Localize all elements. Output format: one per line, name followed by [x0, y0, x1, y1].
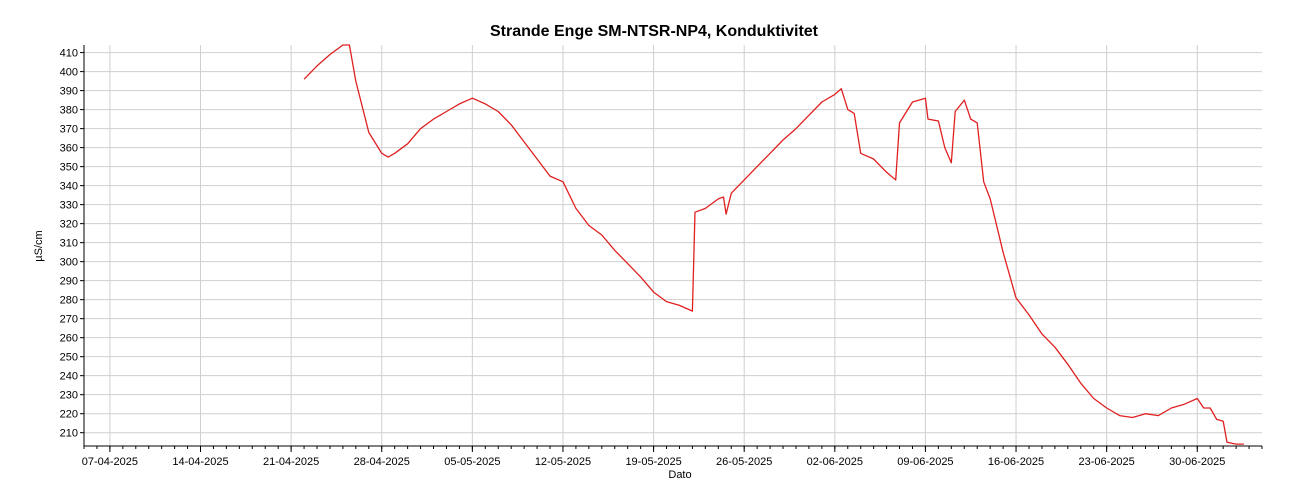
- y-tick-label: 410: [60, 48, 78, 60]
- y-tick-label: 370: [60, 124, 78, 136]
- x-tick-label: 26-05-2025: [716, 456, 772, 468]
- y-tick-label: 330: [60, 200, 78, 212]
- chart-title: Strande Enge SM-NTSR-NP4, Konduktivitet: [490, 23, 819, 40]
- y-tick-label: 350: [60, 162, 78, 174]
- y-tick-label: 320: [60, 219, 78, 231]
- x-tick-label: 28-04-2025: [354, 456, 410, 468]
- y-tick-label: 220: [60, 409, 78, 421]
- x-tick-label: 07-04-2025: [82, 456, 138, 468]
- y-tick-label: 310: [60, 238, 78, 250]
- y-tick-label: 230: [60, 390, 78, 402]
- y-tick-label: 390: [60, 86, 78, 98]
- x-tick-labels: 07-04-2025 14-04-2025 21-04-2025 28-04-2025…: [82, 456, 1226, 468]
- x-tick-label: 05-05-2025: [444, 456, 500, 468]
- y-tick-label: 240: [60, 371, 78, 383]
- x-tick-label: 30-06-2025: [1169, 456, 1225, 468]
- x-tick-label: 14-04-2025: [172, 456, 228, 468]
- x-tick-label: 12-05-2025: [535, 456, 591, 468]
- y-tick-labels: 210 220 230 240 250 260 270 280 290 300 310 320 330 3…: [60, 48, 78, 440]
- series-layer: [303, 44, 1244, 445]
- y-tick-label: 400: [60, 67, 78, 79]
- y-tick-label: 280: [60, 295, 78, 307]
- y-tick-label: 360: [60, 143, 78, 155]
- conductivity-series-line: [303, 44, 1244, 445]
- y-tick-label: 260: [60, 333, 78, 345]
- x-tick-label: 23-06-2025: [1079, 456, 1135, 468]
- x-tick-label: 21-04-2025: [263, 456, 319, 468]
- x-tick-label: 09-06-2025: [897, 456, 953, 468]
- x-tick-label: 02-06-2025: [807, 456, 863, 468]
- y-axis-label: µS/cm: [33, 230, 45, 261]
- y-tick-label: 290: [60, 276, 78, 288]
- y-tick-label: 210: [60, 428, 78, 440]
- y-tick-label: 340: [60, 181, 78, 193]
- y-tick-label: 300: [60, 257, 78, 269]
- x-tick-label: 16-06-2025: [988, 456, 1044, 468]
- x-tick-label: 19-05-2025: [625, 456, 681, 468]
- y-tick-label: 380: [60, 105, 78, 117]
- grid: [84, 45, 1262, 446]
- y-tick-label: 250: [60, 352, 78, 364]
- y-tick-label: 270: [60, 314, 78, 326]
- axes: [80, 45, 1263, 452]
- x-axis-label: Dato: [668, 469, 691, 481]
